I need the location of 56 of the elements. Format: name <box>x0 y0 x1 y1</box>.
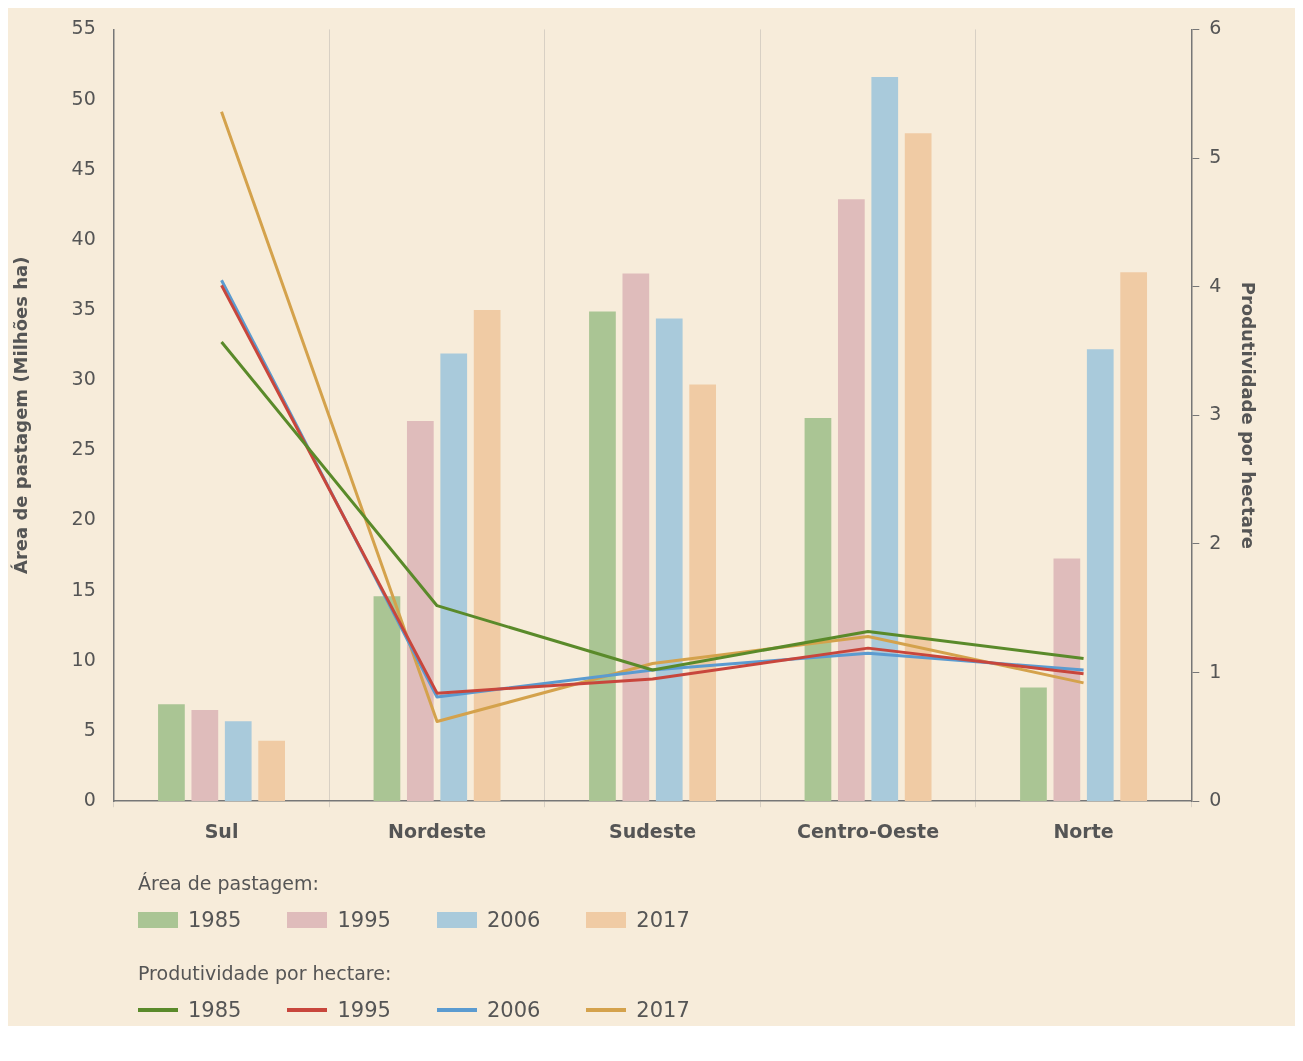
x-tick-label: Norte <box>1053 819 1114 842</box>
y-tick-label: 35 <box>71 296 96 319</box>
bar <box>258 740 285 802</box>
text: Produtividade por hectare: <box>138 962 393 984</box>
bar <box>622 273 650 802</box>
bar <box>158 704 185 802</box>
bar <box>689 384 717 802</box>
legend-label: 1985 <box>188 998 242 1022</box>
bar <box>224 721 252 802</box>
y-tick-label: 55 <box>71 16 96 39</box>
bar <box>904 133 932 802</box>
y2-tick-label: 3 <box>1209 402 1222 425</box>
x-tick-label: Sul <box>204 819 239 842</box>
bar <box>837 199 865 802</box>
y2-tick-label: 2 <box>1209 530 1222 553</box>
bar <box>373 596 401 802</box>
bar <box>406 420 434 802</box>
bar <box>871 77 899 802</box>
y2-axis-title: Produtividade por hectare <box>1237 281 1259 549</box>
bar <box>1020 687 1047 802</box>
y2-tick-label: 0 <box>1209 788 1222 811</box>
legend-label: 1995 <box>337 998 391 1022</box>
legend-label: 2006 <box>486 908 541 932</box>
legend-label: 2017 <box>636 908 690 932</box>
y2-tick-label: 4 <box>1209 273 1222 296</box>
y-tick-label: 0 <box>83 788 96 811</box>
bar <box>1053 558 1081 802</box>
bar <box>655 318 683 802</box>
legend-label: 2006 <box>486 998 541 1022</box>
y-tick-label: 20 <box>71 507 96 530</box>
y-tick-label: 30 <box>71 367 96 390</box>
y-tick-label: 5 <box>83 717 96 740</box>
legend-label: 2017 <box>636 998 690 1022</box>
y2-tick-label: 1 <box>1209 659 1222 682</box>
bar <box>191 709 219 802</box>
y-tick-label: 15 <box>71 577 96 600</box>
y-tick-label: 10 <box>71 647 96 670</box>
y2-tick-label: 5 <box>1209 144 1222 167</box>
x-tick-label: Sudeste <box>609 819 697 842</box>
y2-tick-label: 6 <box>1209 16 1222 39</box>
bar <box>473 310 501 802</box>
x-tick-label: Nordeste <box>387 819 487 842</box>
bar <box>1120 272 1148 802</box>
bar <box>1086 349 1114 802</box>
x-tick-label: Centro-Oeste <box>797 819 940 842</box>
y-tick-label: 50 <box>71 86 96 109</box>
y-axis-title: Área de pastagem (Milhões ha) <box>10 256 32 575</box>
bar <box>804 418 832 802</box>
text: Área de pastagem: <box>138 872 320 894</box>
bar <box>440 353 468 802</box>
y-tick-label: 25 <box>71 437 96 460</box>
legend-label: 1995 <box>337 908 391 932</box>
y-tick-label: 45 <box>71 156 96 179</box>
y-tick-label: 40 <box>71 226 96 249</box>
bar <box>589 311 616 802</box>
legend-label: 1985 <box>188 908 242 932</box>
